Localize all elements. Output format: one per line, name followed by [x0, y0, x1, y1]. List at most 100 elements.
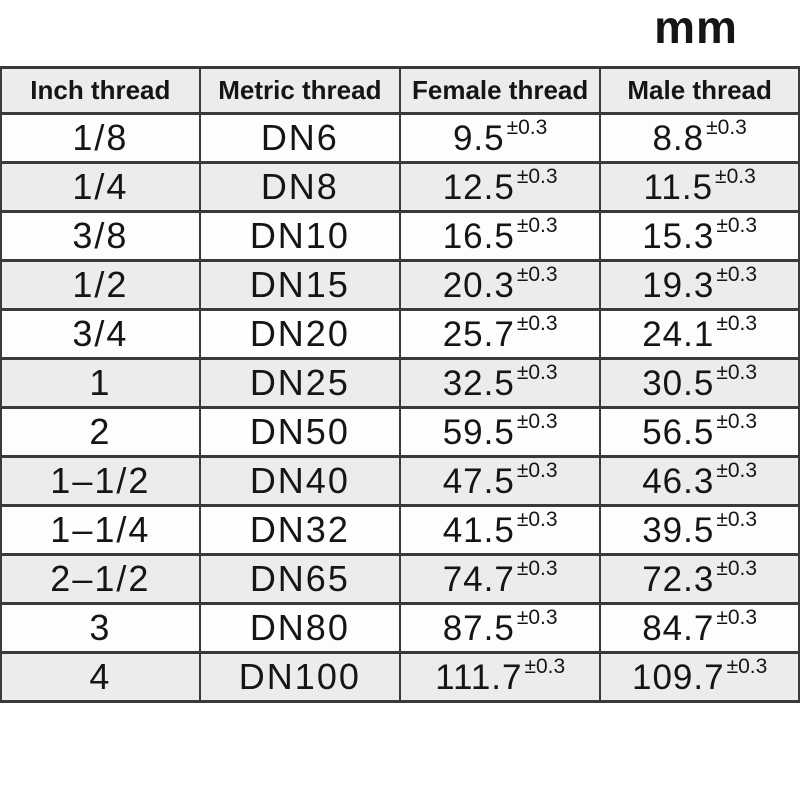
- tolerance: ±0.3: [716, 508, 758, 532]
- male-thread-cell: 39.5±0.3: [599, 504, 800, 556]
- value: 8.8: [652, 119, 705, 158]
- table-row: 3 DN80 87.5±0.3 84.7±0.3: [0, 602, 800, 654]
- table-row: 1/8 DN6 9.5±0.3 8.8±0.3: [0, 112, 800, 164]
- table-row: 2 DN50 59.5±0.3 56.5±0.3: [0, 406, 800, 458]
- value: 39.5: [642, 511, 715, 550]
- inch-thread-cell: 1–1/2: [0, 455, 201, 507]
- table-row: 3/4 DN20 25.7±0.3 24.1±0.3: [0, 308, 800, 360]
- metric-thread-cell: DN100: [198, 651, 401, 703]
- tolerance: ±0.3: [715, 165, 756, 189]
- metric-thread-cell: DN10: [198, 210, 401, 262]
- female-thread-cell: 12.5±0.3: [398, 161, 602, 213]
- column-header-female-thread: Female thread: [398, 66, 602, 115]
- tolerance: ±0.3: [716, 410, 758, 434]
- tolerance: ±0.3: [716, 312, 758, 336]
- female-thread-cell: 25.7±0.3: [398, 308, 602, 360]
- value: 47.5: [442, 462, 515, 501]
- value: 41.5: [442, 511, 515, 550]
- tolerance: ±0.3: [524, 655, 566, 679]
- female-thread-cell: 32.5±0.3: [398, 357, 602, 409]
- male-thread-cell: 19.3±0.3: [599, 259, 800, 311]
- inch-thread-cell: 4: [0, 651, 201, 703]
- inch-thread-cell: 1/4: [0, 161, 201, 213]
- value: 87.5: [442, 609, 515, 648]
- table-row: 3/8 DN10 16.5±0.3 15.3±0.3: [0, 210, 800, 262]
- value: 74.7: [442, 560, 515, 599]
- value: 24.1: [642, 315, 715, 354]
- inch-thread-cell: 1/2: [0, 259, 201, 311]
- metric-thread-cell: DN50: [198, 406, 401, 458]
- inch-thread-cell: 1: [0, 357, 201, 409]
- male-thread-cell: 72.3±0.3: [599, 553, 800, 605]
- metric-thread-cell: DN25: [198, 357, 401, 409]
- tolerance: ±0.3: [516, 165, 558, 189]
- female-thread-cell: 41.5±0.3: [398, 504, 602, 556]
- table-row: 4 DN100 111.7±0.3 109.7±0.3: [0, 651, 800, 703]
- male-thread-cell: 109.7±0.3: [599, 651, 800, 703]
- value: 59.5: [442, 413, 515, 452]
- metric-thread-cell: DN6: [198, 112, 401, 164]
- male-thread-cell: 11.5±0.3: [599, 161, 800, 213]
- table-row: 2–1/2 DN65 74.7±0.3 72.3±0.3: [0, 553, 800, 605]
- table-body: 1/8 DN6 9.5±0.3 8.8±0.3 1/4 DN8 12.5±0.3 11.5±0…: [0, 112, 800, 703]
- tolerance: ±0.3: [716, 263, 758, 287]
- table-row: 1–1/4 DN32 41.5±0.3 39.5±0.3: [0, 504, 800, 556]
- metric-thread-cell: DN40: [198, 455, 401, 507]
- metric-thread-cell: DN32: [198, 504, 401, 556]
- value: 56.5: [642, 413, 715, 452]
- inch-thread-cell: 3/8: [0, 210, 201, 262]
- thread-size-table: Inch thread Metric thread Female thread …: [0, 66, 800, 703]
- inch-thread-cell: 2–1/2: [0, 553, 201, 605]
- tolerance: ±0.3: [716, 557, 758, 581]
- female-thread-cell: 87.5±0.3: [398, 602, 602, 654]
- tolerance: ±0.3: [516, 606, 558, 630]
- value: 16.5: [442, 217, 515, 256]
- value: 32.5: [442, 364, 515, 403]
- unit-label: mm: [654, 1, 738, 53]
- male-thread-cell: 8.8±0.3: [599, 112, 800, 164]
- tolerance: ±0.3: [716, 606, 758, 630]
- metric-thread-cell: DN15: [198, 259, 401, 311]
- tolerance: ±0.3: [516, 459, 558, 483]
- tolerance: ±0.3: [716, 459, 758, 483]
- value: 111.7: [435, 658, 523, 697]
- value: 9.5: [452, 119, 505, 158]
- tolerance: ±0.3: [516, 312, 558, 336]
- male-thread-cell: 84.7±0.3: [599, 602, 800, 654]
- tolerance: ±0.3: [716, 214, 758, 238]
- tolerance: ±0.3: [716, 361, 758, 385]
- male-thread-cell: 30.5±0.3: [599, 357, 800, 409]
- metric-thread-cell: DN20: [198, 308, 401, 360]
- value: 84.7: [642, 609, 715, 648]
- tolerance: ±0.3: [516, 361, 558, 385]
- inch-thread-cell: 2: [0, 406, 201, 458]
- metric-thread-cell: DN80: [198, 602, 401, 654]
- value: 46.3: [642, 462, 715, 501]
- male-thread-cell: 24.1±0.3: [599, 308, 800, 360]
- value: 109.7: [631, 658, 725, 697]
- value: 19.3: [642, 266, 715, 305]
- metric-thread-cell: DN65: [198, 553, 401, 605]
- value: 12.5: [442, 168, 515, 207]
- value: 30.5: [642, 364, 715, 403]
- female-thread-cell: 47.5±0.3: [398, 455, 602, 507]
- tolerance: ±0.3: [516, 508, 558, 532]
- column-header-metric-thread: Metric thread: [198, 66, 401, 115]
- tolerance: ±0.3: [706, 116, 747, 140]
- inch-thread-cell: 1/8: [0, 112, 201, 164]
- column-header-male-thread: Male thread: [599, 66, 800, 115]
- tolerance: ±0.3: [506, 116, 548, 140]
- female-thread-cell: 20.3±0.3: [398, 259, 602, 311]
- male-thread-cell: 46.3±0.3: [599, 455, 800, 507]
- female-thread-cell: 59.5±0.3: [398, 406, 602, 458]
- metric-thread-cell: DN8: [198, 161, 401, 213]
- table-row: 1 DN25 32.5±0.3 30.5±0.3: [0, 357, 800, 409]
- value: 72.3: [642, 560, 715, 599]
- tolerance: ±0.3: [726, 655, 768, 679]
- tolerance: ±0.3: [516, 263, 558, 287]
- value: 11.5: [643, 168, 714, 207]
- table-row: 1–1/2 DN40 47.5±0.3 46.3±0.3: [0, 455, 800, 507]
- female-thread-cell: 74.7±0.3: [398, 553, 602, 605]
- female-thread-cell: 16.5±0.3: [398, 210, 602, 262]
- table-header-row: Inch thread Metric thread Female thread …: [0, 66, 800, 115]
